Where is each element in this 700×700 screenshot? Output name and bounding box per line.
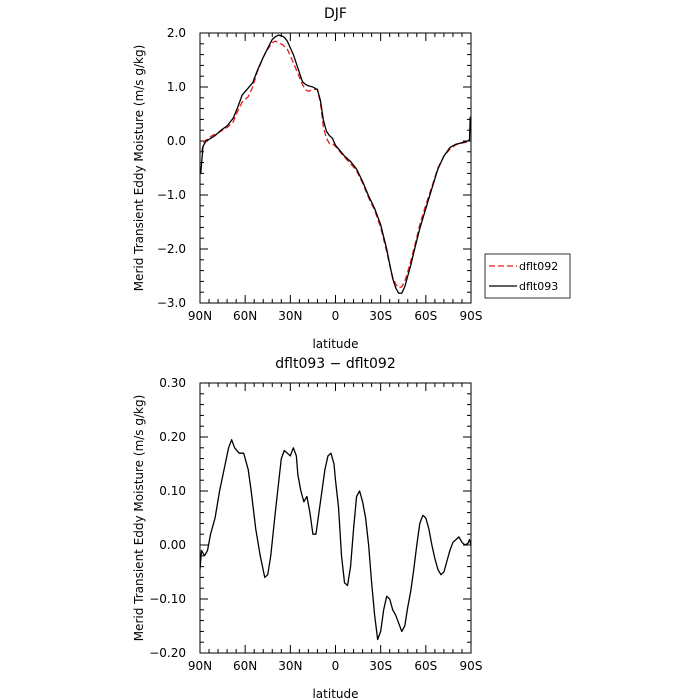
x-tick-label: 60S	[414, 309, 437, 323]
y-tick-label: 2.0	[167, 26, 186, 40]
plot-frame	[199, 382, 472, 654]
y-tick-label: 0.30	[159, 376, 186, 390]
y-tick-label: 1.0	[167, 80, 186, 94]
y-axis-label: Merid Transient Eddy Moisture (m/s g/kg)	[132, 45, 146, 292]
x-tick-label: 30S	[369, 659, 392, 673]
series-line-series-0	[200, 439, 471, 641]
legend-label: dflt093	[519, 280, 558, 293]
series-line-dflt093	[200, 34, 471, 294]
x-axis-label: latitude	[312, 687, 358, 700]
y-tick-label: −3.0	[157, 296, 186, 310]
x-tick-label: 0	[332, 309, 340, 323]
x-tick-label: 90N	[188, 659, 212, 673]
x-tick-label: 0	[332, 659, 340, 673]
x-tick-label: 90S	[460, 309, 483, 323]
y-tick-label: 0.10	[159, 484, 186, 498]
y-tick-label: 0.00	[159, 538, 186, 552]
x-tick-label: 30N	[278, 309, 302, 323]
x-tick-label: 90N	[188, 309, 212, 323]
plot-frame	[199, 32, 472, 304]
x-axis-label: latitude	[312, 337, 358, 351]
legend-box	[484, 253, 571, 299]
y-tick-label: −0.20	[149, 646, 186, 660]
legend-label: dflt092	[519, 260, 558, 273]
chart-title: DJF	[324, 6, 347, 22]
x-tick-label: 60N	[233, 309, 257, 323]
x-tick-label: 60N	[233, 659, 257, 673]
y-tick-label: −1.0	[157, 188, 186, 202]
x-tick-label: 90S	[460, 659, 483, 673]
top-panel: DJF 90N 60N 30N 0 30S 60S 90S 2.0 1.0 0.0 −1.0 −2.0 −…	[132, 6, 571, 351]
x-tick-label: 30S	[369, 309, 392, 323]
y-tick-label: 0.20	[159, 430, 186, 444]
legend: dflt092 dflt093	[484, 253, 571, 299]
y-tick-label: −0.10	[149, 592, 186, 606]
y-tick-label: 0.0	[167, 134, 186, 148]
x-tick-label: 60S	[414, 659, 437, 673]
bottom-panel: dflt093 − dflt092 90N 60N 30N 0 30S 60S 90S 0.30…	[132, 356, 482, 700]
series-line-dflt092	[200, 40, 470, 289]
y-tick-label: −2.0	[157, 242, 186, 256]
chart-title: dflt093 − dflt092	[275, 356, 395, 372]
x-tick-label: 30N	[278, 659, 302, 673]
y-axis-label: Merid Transient Eddy Moisture (m/s g/kg)	[132, 395, 146, 642]
